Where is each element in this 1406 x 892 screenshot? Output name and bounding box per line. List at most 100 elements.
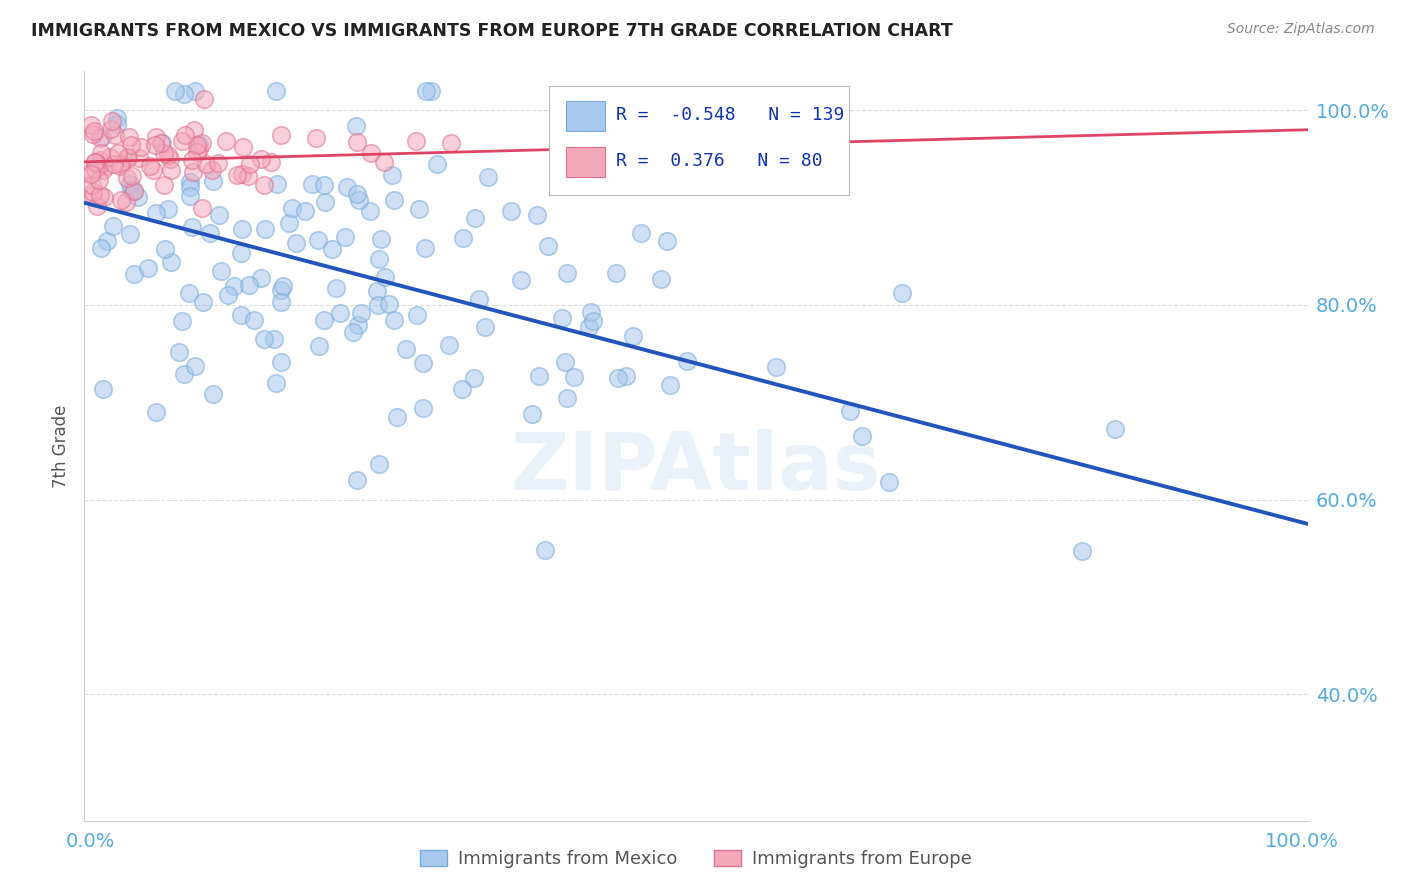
Point — [83, 124, 105, 138]
Point — [464, 211, 486, 225]
Point — [851, 429, 873, 443]
Point — [621, 329, 644, 343]
Point — [90, 145, 112, 160]
Point — [224, 279, 246, 293]
Point — [173, 128, 195, 142]
Text: IMMIGRANTS FROM MEXICO VS IMMIGRANTS FROM EUROPE 7TH GRADE CORRELATION CHART: IMMIGRANTS FROM MEXICO VS IMMIGRANTS FRO… — [31, 22, 953, 40]
Point — [239, 157, 262, 171]
Point — [581, 305, 603, 319]
Point — [136, 260, 159, 275]
Point — [510, 273, 533, 287]
Point — [207, 155, 229, 169]
Point — [79, 119, 101, 133]
Point — [229, 245, 252, 260]
Point — [266, 376, 288, 390]
Point — [659, 378, 682, 392]
Point — [253, 222, 276, 236]
Point — [385, 410, 408, 425]
Point — [202, 386, 225, 401]
Point — [305, 131, 328, 145]
Point — [333, 229, 356, 244]
Point — [114, 195, 136, 210]
FancyBboxPatch shape — [550, 87, 849, 195]
Point — [86, 199, 108, 213]
Point — [179, 175, 201, 189]
Point — [89, 153, 111, 168]
Point — [270, 354, 292, 368]
Point — [103, 219, 125, 233]
Point — [650, 272, 672, 286]
Point — [278, 216, 301, 230]
Point — [284, 235, 307, 250]
Point — [82, 187, 104, 202]
Legend: Immigrants from Mexico, Immigrants from Europe: Immigrants from Mexico, Immigrants from … — [413, 843, 979, 875]
Point — [408, 202, 430, 217]
Point — [128, 190, 150, 204]
Point — [145, 206, 167, 220]
Point — [105, 112, 128, 126]
Point — [91, 382, 114, 396]
Point — [614, 369, 637, 384]
Point — [226, 168, 249, 182]
Point — [193, 295, 215, 310]
Point — [312, 313, 335, 327]
Point — [346, 318, 368, 333]
Point — [173, 87, 195, 101]
Point — [270, 283, 292, 297]
Text: R =  0.376   N = 80: R = 0.376 N = 80 — [616, 153, 823, 170]
Point — [120, 183, 142, 197]
FancyBboxPatch shape — [567, 147, 606, 177]
Point — [183, 122, 205, 136]
Point — [90, 241, 112, 255]
Point — [314, 195, 336, 210]
Point — [1104, 422, 1126, 436]
Point — [181, 165, 204, 179]
Point — [201, 174, 224, 188]
Point — [231, 167, 253, 181]
Point — [467, 292, 489, 306]
Point — [160, 162, 183, 177]
Point — [253, 332, 276, 346]
Point — [184, 84, 207, 98]
Point — [477, 170, 499, 185]
Point — [578, 319, 600, 334]
Point — [655, 234, 678, 248]
Point — [229, 308, 252, 322]
Point — [526, 208, 548, 222]
Point — [96, 234, 118, 248]
Point — [384, 193, 406, 207]
Point — [122, 184, 145, 198]
Point — [93, 189, 115, 203]
Point — [177, 285, 200, 300]
Point — [605, 267, 627, 281]
Point — [191, 202, 214, 216]
Point — [121, 169, 143, 184]
Point — [172, 134, 194, 148]
Point — [101, 114, 124, 128]
Point — [630, 227, 652, 241]
Point — [270, 295, 292, 310]
Point — [150, 136, 173, 151]
Point — [474, 320, 496, 334]
Point — [555, 391, 578, 405]
Point — [522, 407, 544, 421]
Point — [184, 359, 207, 373]
Point — [607, 371, 630, 385]
Point — [675, 354, 697, 368]
Point — [193, 92, 215, 106]
Point — [180, 153, 202, 167]
Point — [359, 203, 381, 218]
Point — [232, 139, 254, 153]
Point — [91, 163, 114, 178]
Point — [90, 129, 112, 144]
Point — [321, 242, 343, 256]
Point — [122, 184, 145, 198]
Point — [260, 155, 283, 169]
Point — [156, 147, 179, 161]
Point — [209, 264, 232, 278]
Point — [152, 146, 174, 161]
Point — [366, 284, 388, 298]
Point — [555, 266, 578, 280]
Point — [145, 405, 167, 419]
Point — [415, 84, 437, 98]
